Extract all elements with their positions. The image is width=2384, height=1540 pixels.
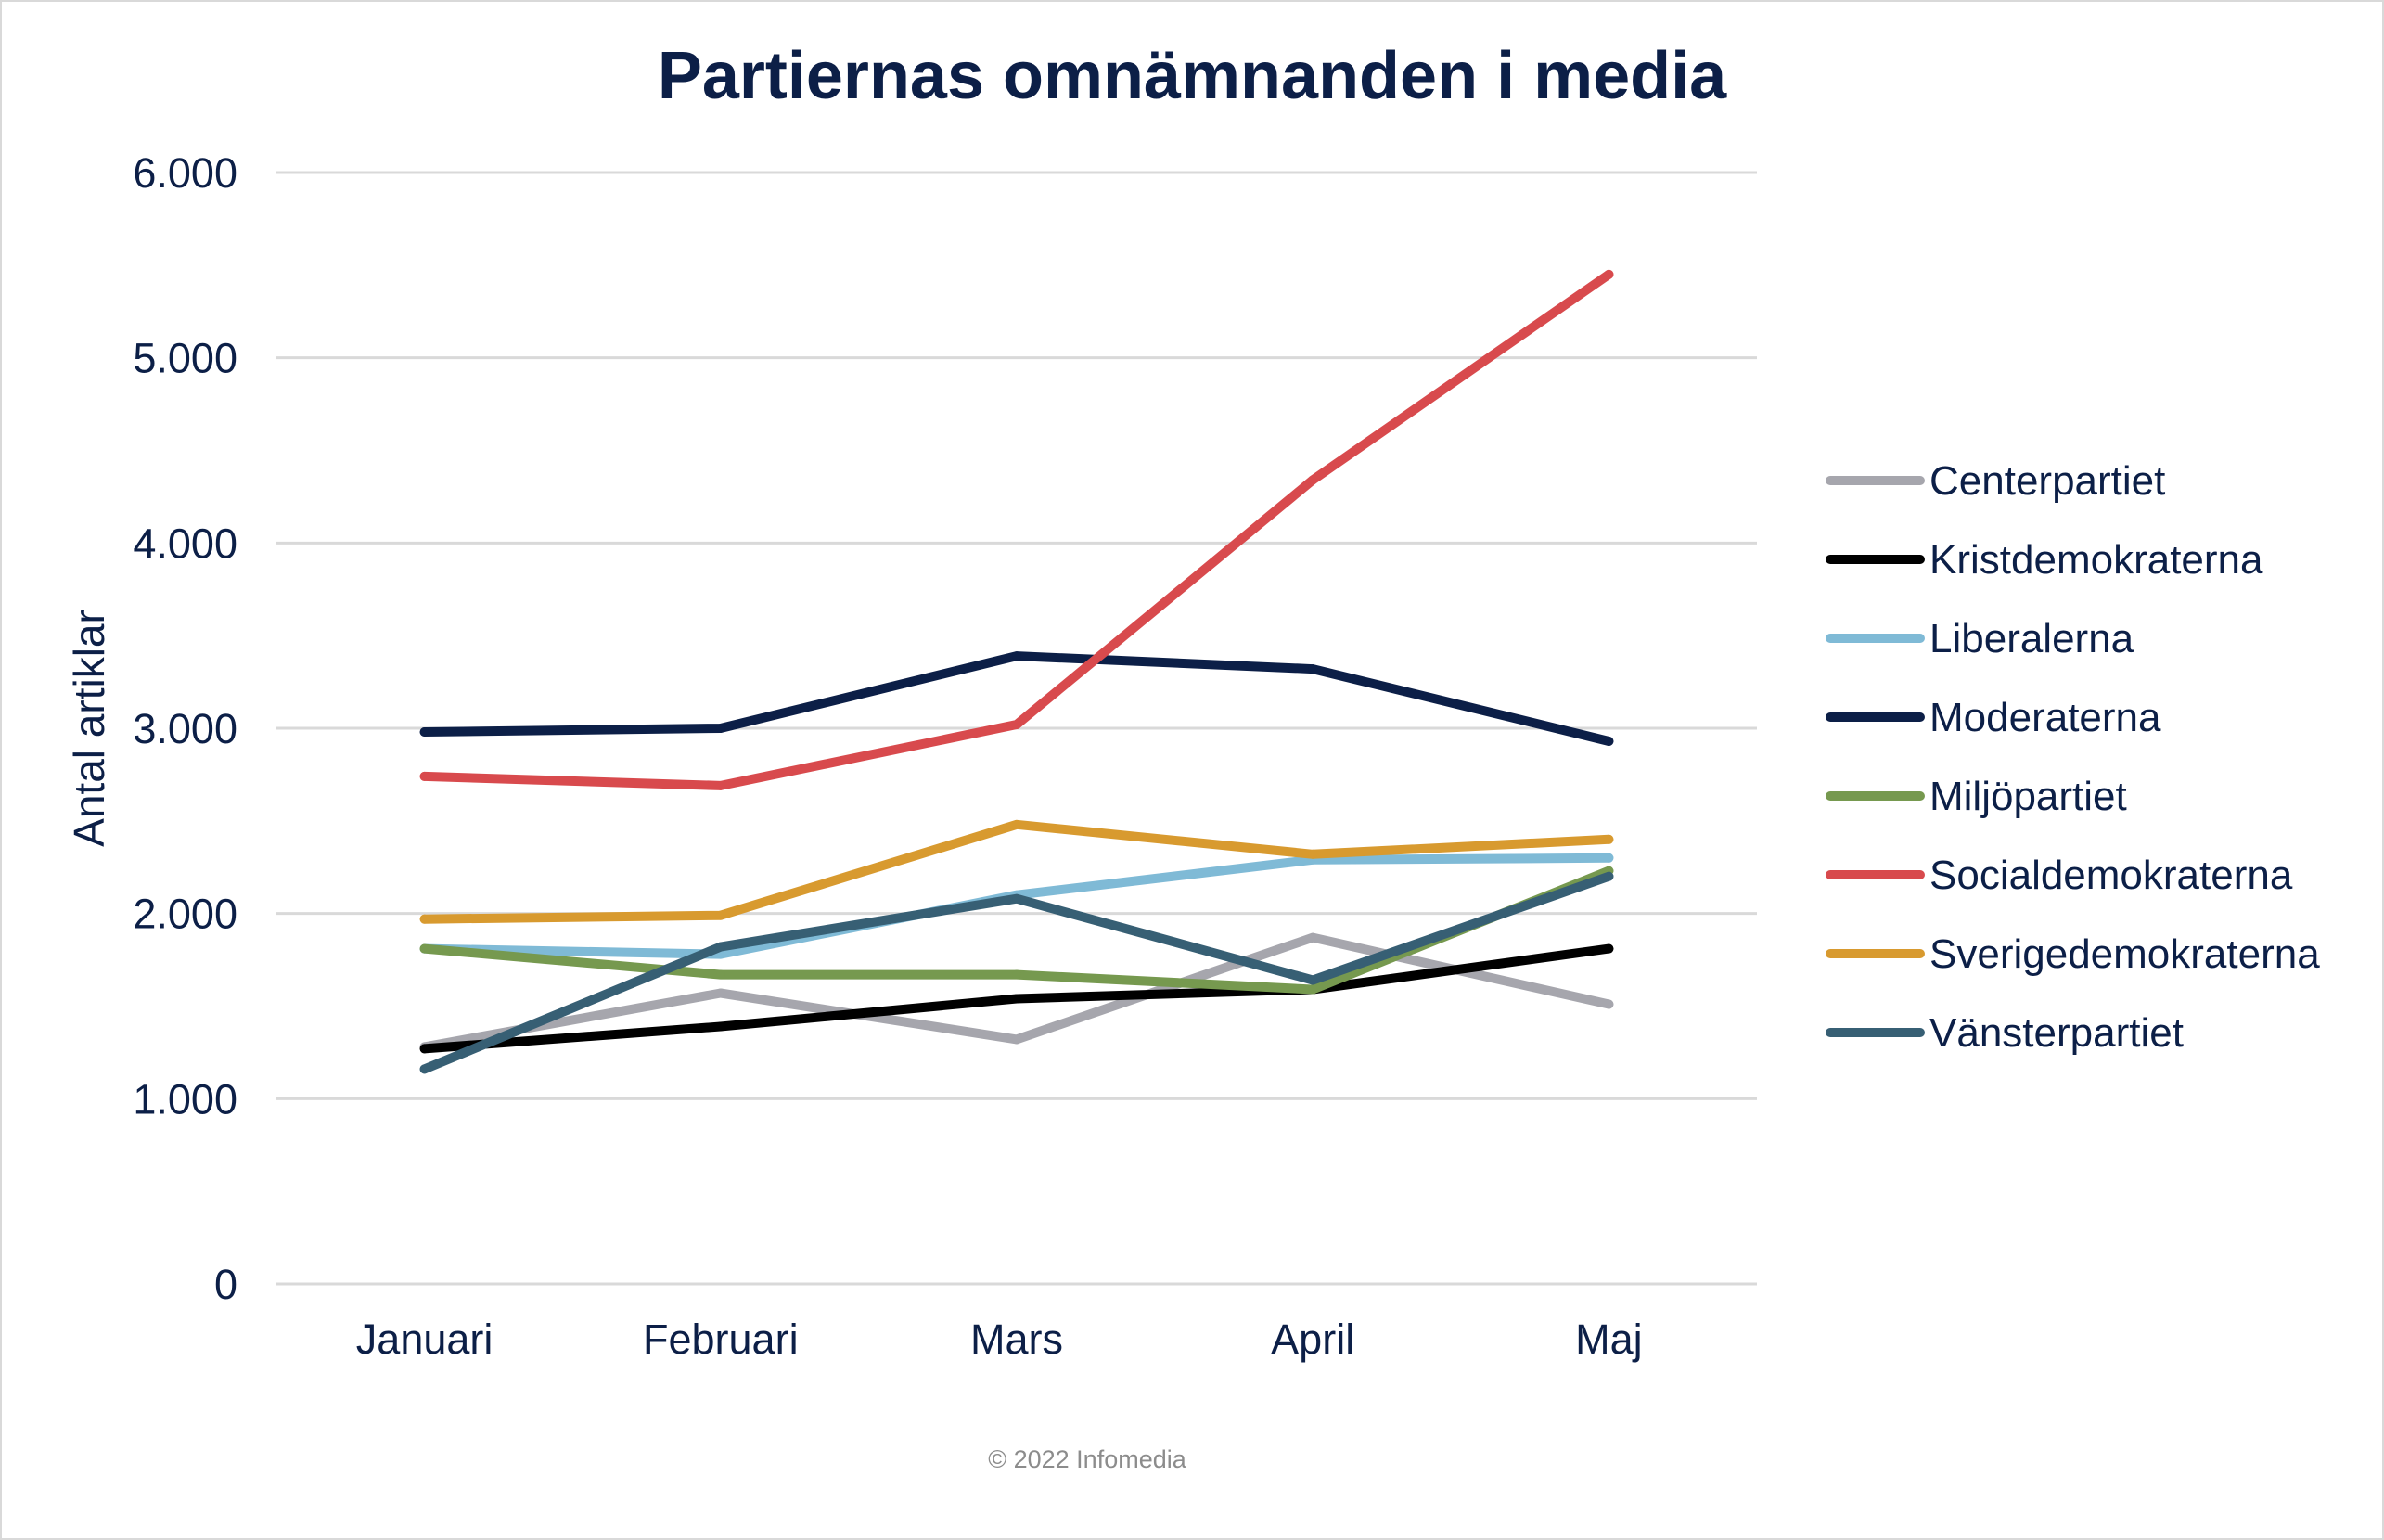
- legend-label-v-nsterpartiet: Vänsterpartiet: [1929, 1010, 2184, 1056]
- data-point-centerpartiet: [715, 988, 725, 998]
- data-point-sverigedemokraterna: [1012, 819, 1021, 829]
- data-point-centerpartiet: [1604, 999, 1614, 1009]
- y-tick-label: 2.000: [133, 891, 237, 938]
- data-point-liberalerna: [1604, 853, 1614, 863]
- data-point-moderaterna: [419, 726, 429, 737]
- x-tick-label: Februari: [643, 1315, 799, 1363]
- series-line-sverigedemokraterna: [419, 819, 1614, 924]
- data-point-centerpartiet: [1308, 932, 1318, 943]
- gridlines: [276, 171, 1757, 1286]
- data-point-socialdemokraterna: [1308, 475, 1318, 485]
- x-tick-label: Mars: [970, 1315, 1063, 1363]
- data-point-moderaterna: [1604, 736, 1614, 746]
- data-point-centerpartiet: [1012, 1034, 1021, 1045]
- y-axis-label: Antal artiklar: [65, 610, 113, 847]
- data-point-sverigedemokraterna: [419, 914, 429, 924]
- data-point-v-nsterpartiet: [1012, 893, 1021, 904]
- data-point-milj-partiet: [419, 943, 429, 954]
- data-point-v-nsterpartiet: [419, 1064, 429, 1074]
- series-line-socialdemokraterna: [419, 269, 1614, 790]
- data-point-milj-partiet: [1308, 984, 1318, 995]
- data-point-sverigedemokraterna: [1308, 849, 1318, 859]
- data-point-moderaterna: [1308, 664, 1318, 674]
- data-point-kristdemokraterna: [1604, 943, 1614, 954]
- legend-label-centerpartiet: Centerpartiet: [1929, 458, 2165, 504]
- x-tick-label: Maj: [1575, 1315, 1643, 1363]
- y-tick-label: 0: [214, 1261, 237, 1308]
- data-point-kristdemokraterna: [715, 1021, 725, 1032]
- y-tick-label: 6.000: [133, 149, 237, 197]
- data-point-moderaterna: [715, 724, 725, 733]
- legend: Centerpartiet Kristdemokraterna Liberalern…: [1826, 458, 2320, 1056]
- data-point-socialdemokraterna: [419, 771, 429, 781]
- copyright-text: © 2022 Infomedia: [988, 1445, 1187, 1473]
- data-point-moderaterna: [1012, 651, 1021, 661]
- data-point-v-nsterpartiet: [1308, 975, 1318, 985]
- y-tick-label: 1.000: [133, 1075, 237, 1123]
- x-tick-label: April: [1271, 1315, 1354, 1363]
- data-point-socialdemokraterna: [1604, 269, 1614, 279]
- series-lines: [419, 269, 1614, 1074]
- data-point-kristdemokraterna: [1012, 994, 1021, 1004]
- data-point-milj-partiet: [715, 969, 725, 980]
- data-point-socialdemokraterna: [1012, 720, 1021, 730]
- x-tick-label: Januari: [356, 1315, 493, 1363]
- data-point-sverigedemokraterna: [715, 910, 725, 920]
- y-tick-label: 4.000: [133, 520, 237, 567]
- legend-label-socialdemokraterna: Socialdemokraterna: [1929, 853, 2293, 898]
- y-axis-ticks: 0 1.000 2.000 3.000 4.000 5.000 6.000: [133, 149, 237, 1308]
- data-point-milj-partiet: [1012, 969, 1021, 980]
- legend-label-moderaterna: Moderaterna: [1929, 695, 2161, 740]
- y-tick-label: 3.000: [133, 705, 237, 752]
- data-point-socialdemokraterna: [715, 780, 725, 790]
- legend-label-kristdemokraterna: Kristdemokraterna: [1929, 537, 2263, 583]
- legend-label-liberalerna: Liberalerna: [1929, 616, 2134, 661]
- chart-title: Partiernas omnämnanden i media: [658, 39, 1727, 113]
- data-point-v-nsterpartiet: [715, 942, 725, 952]
- data-point-sverigedemokraterna: [1604, 834, 1614, 844]
- legend-label-sverigedemokraterna: Sverigedemokraterna: [1929, 931, 2320, 977]
- y-tick-label: 5.000: [133, 335, 237, 382]
- data-point-v-nsterpartiet: [1604, 871, 1614, 881]
- x-axis-ticks: Januari Februari Mars April Maj: [356, 1315, 1643, 1363]
- legend-label-milj-partiet: Miljöpartiet: [1929, 774, 2127, 819]
- data-point-kristdemokraterna: [419, 1044, 429, 1054]
